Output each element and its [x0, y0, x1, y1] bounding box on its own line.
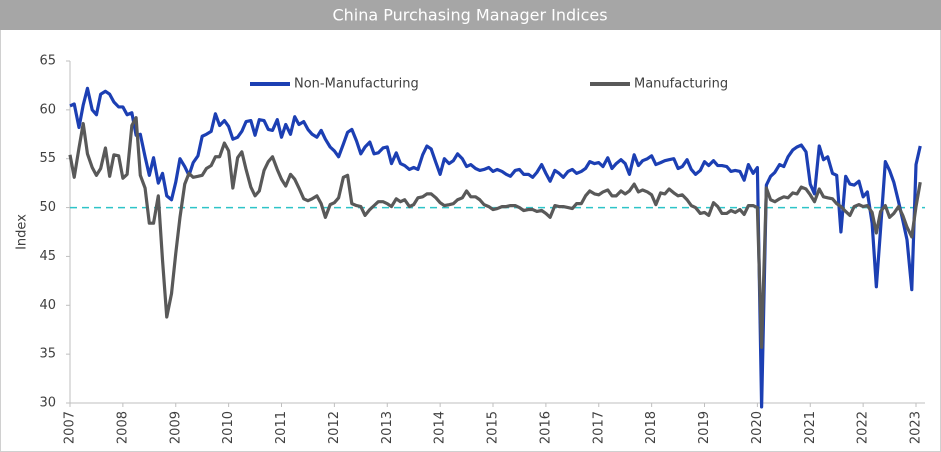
x-tick-label: 2012 [327, 411, 342, 444]
y-tick-label: 40 [39, 298, 56, 313]
title-bar [0, 0, 941, 30]
x-tick-label: 2022 [856, 411, 871, 444]
x-tick-label: 2011 [274, 411, 289, 444]
y-tick-label: 60 [39, 102, 56, 117]
x-tick-label: 2010 [221, 411, 236, 444]
legend-label: Non-Manufacturing [294, 77, 419, 92]
x-tick-label: 2017 [591, 411, 606, 444]
y-tick-label: 50 [39, 200, 56, 215]
x-tick-label: 2018 [644, 411, 659, 444]
x-tick-label: 2021 [803, 411, 818, 444]
x-tick-label: 2019 [697, 411, 712, 444]
y-axis-label: Index [15, 214, 30, 250]
x-tick-label: 2015 [486, 411, 501, 444]
x-tick-label: 2013 [380, 411, 395, 444]
y-tick-label: 65 [39, 54, 56, 69]
y-tick-label: 30 [39, 396, 56, 411]
y-tick-label: 35 [39, 347, 56, 362]
legend-label: Manufacturing [634, 77, 728, 92]
x-tick-label: 2009 [168, 411, 183, 444]
x-tick-label: 2020 [750, 411, 765, 444]
series-line [69, 86, 922, 409]
x-tick-label: 2016 [538, 411, 553, 444]
x-tick-label: 2008 [115, 411, 130, 444]
y-tick-label: 55 [39, 151, 56, 166]
x-tick-label: 2007 [63, 411, 78, 444]
chart-title: China Purchasing Manager Indices [332, 6, 607, 25]
y-tick-label: 45 [39, 249, 56, 264]
x-tick-label: 2023 [909, 411, 924, 444]
x-tick-label: 2014 [433, 411, 448, 444]
series-line [68, 116, 922, 349]
